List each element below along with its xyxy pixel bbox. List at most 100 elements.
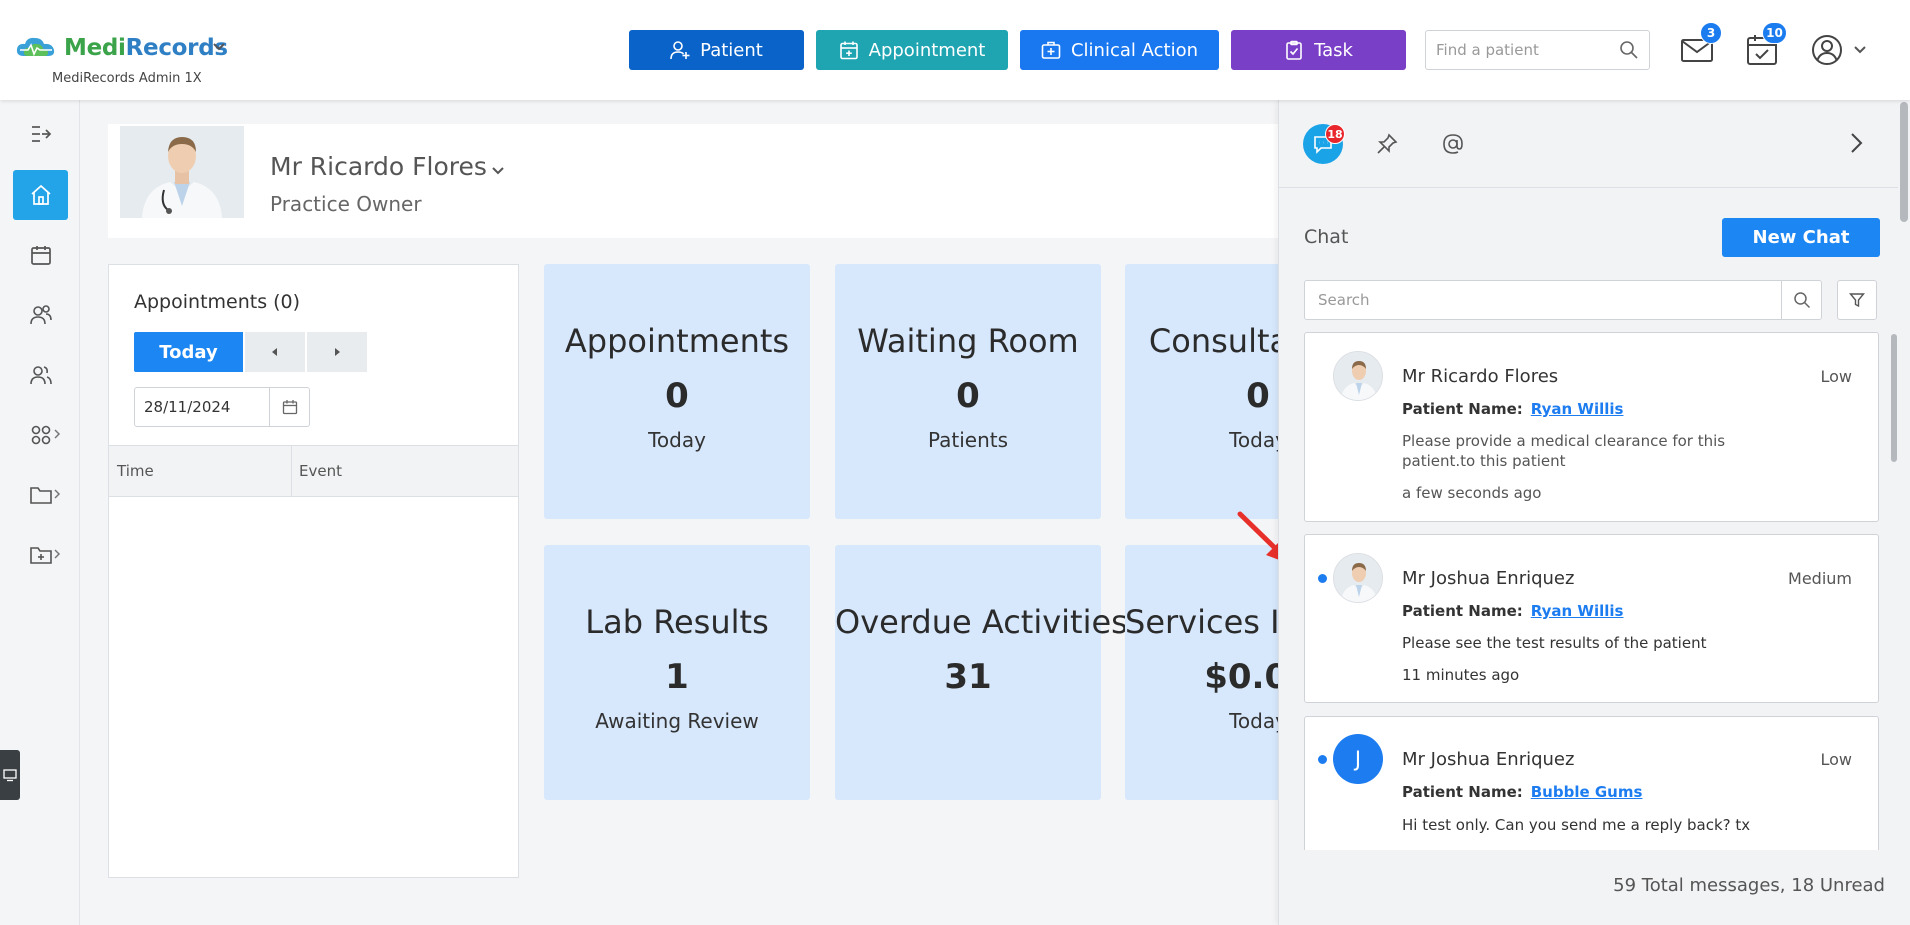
tile-value: 1 (665, 657, 689, 697)
sender-name: Mr Joshua Enriquez (1402, 568, 1575, 589)
profile-card: Mr Ricardo Flores Practice Owner (108, 124, 1338, 238)
sidebar-item-calendar[interactable] (13, 230, 68, 280)
cloud-logo-icon (14, 34, 58, 62)
at-sign-icon (1442, 133, 1464, 155)
user-account-icon[interactable] (1810, 33, 1844, 67)
sidebar-item-users[interactable] (13, 350, 68, 400)
monitor-icon (3, 768, 17, 782)
task-calendar-icon[interactable] (1745, 33, 1779, 67)
chat-list-scrollbar[interactable] (1889, 332, 1899, 850)
add-user-icon (670, 40, 690, 60)
find-patient-input[interactable] (1426, 31, 1606, 69)
search-icon[interactable] (1619, 40, 1639, 60)
chevron-down-icon[interactable] (212, 42, 226, 52)
calendar-icon (30, 244, 52, 266)
mail-count-badge: 3 (1700, 22, 1722, 44)
sidebar-item-expand[interactable] (13, 109, 68, 159)
chevron-right-icon (53, 428, 61, 440)
tab-mentions[interactable] (1433, 124, 1473, 164)
sidebar-item-folder[interactable] (13, 470, 68, 520)
previous-day-button[interactable] (245, 332, 305, 372)
chevron-down-icon[interactable] (491, 166, 505, 176)
search-icon[interactable] (1781, 281, 1821, 319)
date-value: 28/11/2024 (144, 398, 231, 416)
profile-role: Practice Owner (270, 192, 422, 216)
patient-name-row: Patient Name: Ryan Willis (1402, 602, 1623, 620)
folder-plus-icon (29, 544, 53, 566)
chevron-down-icon[interactable] (1853, 45, 1867, 55)
message-time: 11 minutes ago (1402, 666, 1520, 684)
tile-overdue-activities[interactable]: Overdue Activities 31 (835, 545, 1128, 800)
tile-title: Consultations (1148, 322, 1280, 360)
sender-name: Mr Joshua Enriquez (1402, 749, 1575, 770)
chat-unread-badge: 18 (1325, 124, 1345, 144)
filter-icon (1849, 292, 1865, 308)
caret-right-icon (332, 347, 342, 357)
tile-appointments[interactable]: Appointments 0 Today (544, 264, 810, 519)
filter-button[interactable] (1837, 280, 1877, 320)
sidebar-item-home[interactable] (13, 170, 68, 220)
patients-icon (29, 303, 53, 327)
new-chat-button[interactable]: New Chat (1722, 218, 1880, 257)
calendar-plus-icon (839, 40, 859, 60)
message-time: a few seconds ago (1402, 484, 1542, 502)
chat-message-card[interactable]: J Mr Joshua Enriquez Low Patient Name: Bu… (1304, 716, 1879, 850)
next-day-button[interactable] (307, 332, 367, 372)
sidebar-item-add-folder[interactable] (13, 530, 68, 580)
top-bar: MediRecords MediRecords Admin 1X Patient… (0, 0, 1910, 100)
priority-label: Low (1820, 750, 1852, 769)
new-task-button[interactable]: Task (1231, 30, 1406, 70)
sidebar-item-apps[interactable] (13, 410, 68, 460)
page-scrollbar[interactable] (1898, 100, 1910, 925)
new-appointment-button[interactable]: Appointment (816, 30, 1008, 70)
clinical-action-button[interactable]: Clinical Action (1020, 30, 1219, 70)
tile-subtitle: Today (1229, 709, 1280, 733)
scrollbar-thumb[interactable] (1891, 334, 1897, 462)
tile-title: Overdue Activities (835, 603, 1128, 641)
account-name: MediRecords Admin 1X (52, 71, 202, 86)
patient-link[interactable]: Bubble Gums (1530, 783, 1643, 801)
side-drawer-tab[interactable] (0, 750, 20, 800)
appointments-table-header: Time Event (109, 445, 518, 497)
sender-avatar (1333, 351, 1383, 401)
expand-menu-icon (30, 123, 52, 145)
chat-message-card[interactable]: Mr Joshua Enriquez Medium Patient Name: R… (1304, 534, 1879, 703)
column-header-time: Time (117, 462, 154, 480)
medirecords-logo[interactable]: MediRecords (14, 34, 228, 62)
sender-avatar: J (1333, 734, 1383, 784)
tile-waiting-room[interactable]: Waiting Room 0 Patients (835, 264, 1101, 519)
chevron-right-icon[interactable] (1849, 132, 1863, 154)
date-picker-field[interactable]: 28/11/2024 (134, 387, 310, 427)
priority-label: Medium (1788, 569, 1852, 588)
patient-button-label: Patient (700, 39, 763, 61)
chat-search[interactable] (1304, 280, 1822, 320)
chevron-right-icon (53, 548, 61, 560)
tile-services-invoiced[interactable]: Services Invoiced $0.00 Today (1125, 545, 1280, 800)
chat-search-input[interactable] (1305, 281, 1765, 319)
unread-dot (1318, 574, 1327, 583)
tile-title: Services Invoiced (1125, 603, 1280, 641)
chat-message-card[interactable]: Mr Ricardo Flores Low Patient Name: Ryan … (1304, 332, 1879, 522)
patient-name-label: Patient Name: (1402, 400, 1523, 418)
find-patient-search[interactable] (1425, 30, 1650, 70)
tab-pinned[interactable] (1367, 124, 1407, 164)
today-button[interactable]: Today (134, 332, 243, 372)
tasks-count-badge: 10 (1762, 22, 1787, 44)
scrollbar-thumb[interactable] (1900, 102, 1908, 222)
users-icon (29, 363, 53, 387)
tile-lab-results[interactable]: Lab Results 1 Awaiting Review (544, 545, 810, 800)
patient-link[interactable]: Ryan Willis (1530, 400, 1624, 418)
chat-panel-tabs: 18 (1279, 100, 1910, 188)
calendar-icon[interactable] (269, 388, 309, 426)
new-patient-button[interactable]: Patient (629, 30, 804, 70)
sidebar-item-patients[interactable] (13, 290, 68, 340)
profile-name: Mr Ricardo Flores (270, 152, 487, 181)
patient-link[interactable]: Ryan Willis (1530, 602, 1624, 620)
column-divider (291, 446, 292, 496)
tile-consultations[interactable]: Consultations 0 Today (1125, 264, 1280, 519)
chat-heading: Chat (1304, 226, 1349, 248)
mail-icon[interactable] (1680, 33, 1714, 67)
brand-name: MediRecords (64, 35, 228, 61)
tile-column-clipped: Consultations 0 Today Services Invoiced … (1125, 264, 1280, 804)
tile-value: 0 (665, 376, 689, 416)
